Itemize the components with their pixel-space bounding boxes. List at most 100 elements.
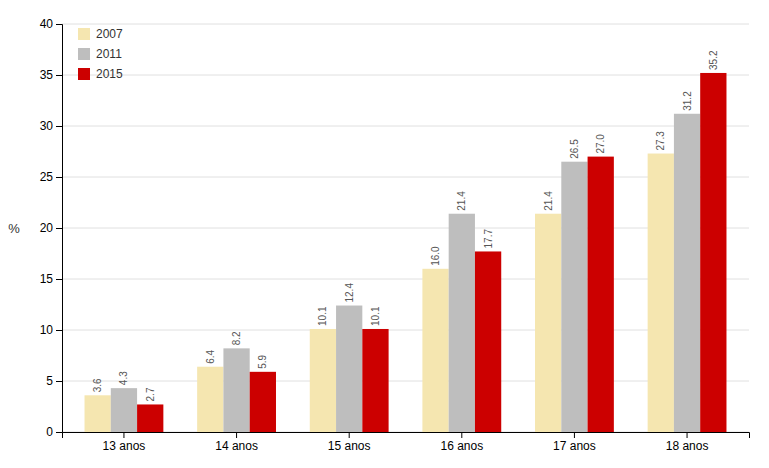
tick-mark — [687, 432, 688, 438]
data-label: 2.7 — [145, 387, 156, 401]
y-axis: 0 5 10 15 20 25 30 35 40 — [40, 17, 63, 439]
legend-label: 2015 — [96, 67, 123, 81]
grid-line — [62, 228, 749, 229]
data-label: 16.0 — [430, 246, 441, 266]
tick-label: 15 anos — [328, 439, 371, 453]
grid-line — [62, 24, 749, 25]
data-label: 3.6 — [92, 378, 103, 392]
tick: 25 — [40, 170, 62, 184]
tick-label: 15 — [40, 272, 54, 286]
bar — [535, 214, 561, 432]
bar — [111, 388, 137, 432]
grid-line — [62, 279, 749, 280]
tick-label: 30 — [40, 119, 54, 133]
bar — [700, 73, 726, 432]
bar — [310, 329, 336, 432]
data-label: 17.7 — [483, 229, 494, 249]
tick-mark — [461, 432, 462, 438]
tick-mark — [56, 228, 62, 229]
tick: 18 anos — [666, 432, 709, 453]
tick-label: 25 — [40, 170, 54, 184]
tick-mark — [56, 24, 62, 25]
data-label: 21.4 — [456, 191, 467, 211]
tick: 13 anos — [103, 432, 146, 453]
bar — [223, 348, 249, 432]
tick: 30 — [40, 119, 62, 133]
grid-line — [62, 177, 749, 178]
tick: 16 anos — [440, 432, 483, 453]
grid — [62, 24, 749, 432]
tick: 17 anos — [553, 432, 596, 453]
data-label: 12.4 — [344, 283, 355, 303]
tick-label: 35 — [40, 68, 54, 82]
plot: 0 5 10 15 20 25 30 35 40 13 anos 14 anos 15 anos 16 … — [40, 17, 750, 452]
bar — [362, 329, 388, 432]
tick-mark — [56, 177, 62, 178]
tick-label: 13 anos — [103, 439, 146, 453]
legend-swatch — [78, 48, 90, 60]
tick: 15 anos — [328, 432, 371, 453]
bar — [648, 154, 674, 432]
data-label: 27.3 — [655, 131, 666, 151]
legend-item: 2015 — [78, 67, 123, 81]
data-label: 27.0 — [595, 134, 606, 154]
grid-line — [62, 381, 749, 382]
tick: 35 — [40, 68, 62, 82]
data-label: 5.9 — [257, 354, 268, 368]
tick-label: 10 — [40, 323, 54, 337]
data-label: 21.4 — [543, 191, 554, 211]
bar — [85, 395, 111, 432]
data-label: 10.1 — [317, 306, 328, 326]
grid-line — [62, 75, 749, 76]
tick-mark — [574, 432, 575, 438]
data-label: 35.2 — [708, 50, 719, 70]
tick-label: 17 anos — [553, 439, 596, 453]
tick: 14 anos — [215, 432, 258, 453]
grid-line — [62, 330, 749, 331]
data-label: 4.3 — [118, 371, 129, 385]
tick: 10 — [40, 323, 62, 337]
tick: 15 — [40, 272, 62, 286]
tick-mark — [236, 432, 237, 438]
tick-mark — [56, 381, 62, 382]
bar — [197, 367, 223, 432]
tick-mark — [123, 432, 124, 438]
legend-label: 2007 — [96, 27, 123, 41]
legend-swatch — [78, 28, 90, 40]
axis-line — [56, 25, 63, 433]
y-axis-title: % — [8, 221, 20, 236]
tick-label: 20 — [40, 221, 54, 235]
tick-mark — [56, 126, 62, 127]
legend-swatch — [78, 68, 90, 80]
tick-label: 0 — [46, 425, 53, 439]
tick: 5 — [46, 374, 62, 388]
bar — [336, 306, 362, 432]
legend-item: 2011 — [78, 47, 122, 61]
tick-mark — [56, 432, 62, 433]
bar — [449, 214, 475, 432]
tick: 40 — [40, 17, 62, 31]
tick-label: 40 — [40, 17, 54, 31]
bar — [674, 114, 700, 432]
data-label: 6.4 — [205, 349, 216, 363]
chart: 0 5 10 15 20 25 30 35 40 13 anos 14 anos 15 anos 16 … — [0, 0, 769, 468]
tick-label: 5 — [46, 374, 53, 388]
bar — [137, 404, 163, 432]
tick: 0 — [46, 425, 62, 439]
bars — [85, 73, 727, 432]
grid-line — [62, 126, 749, 127]
legend-item: 2007 — [78, 27, 123, 41]
bar — [588, 157, 614, 432]
data-label: 8.2 — [231, 331, 242, 345]
data-label: 31.2 — [682, 91, 693, 111]
bar — [475, 251, 501, 432]
tick-mark — [56, 279, 62, 280]
tick-label: 18 anos — [666, 439, 709, 453]
tick-label: 16 anos — [440, 439, 483, 453]
bar — [422, 269, 448, 432]
x-axis: 13 anos 14 anos 15 anos 16 anos 17 anos 18 an… — [63, 432, 750, 453]
tick-mark — [349, 432, 350, 438]
legend-label: 2011 — [96, 47, 122, 61]
tick-label: 14 anos — [215, 439, 258, 453]
tick: 20 — [40, 221, 62, 235]
